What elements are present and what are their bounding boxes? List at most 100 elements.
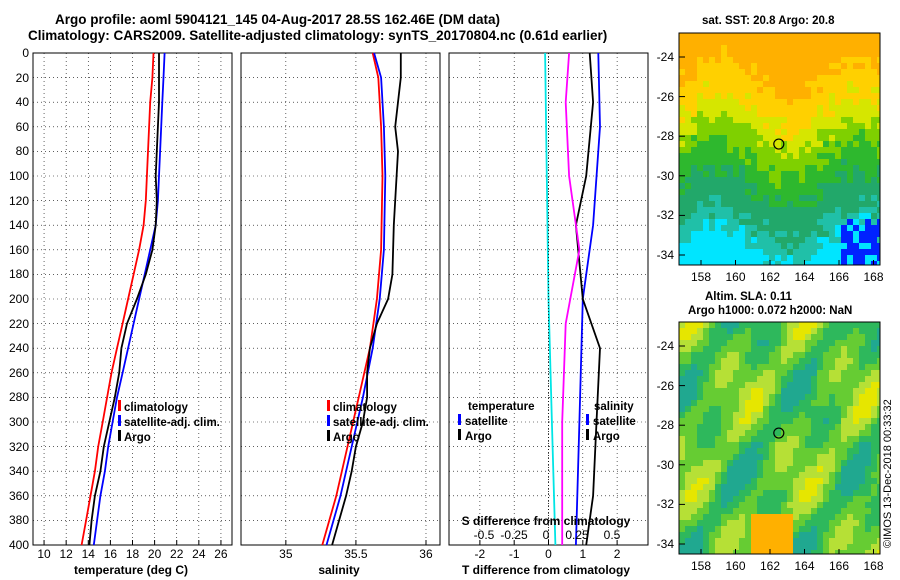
map-cell bbox=[835, 129, 841, 135]
map-cell bbox=[799, 514, 805, 520]
map-cell bbox=[679, 496, 685, 502]
map-cell bbox=[805, 520, 811, 526]
map-cell bbox=[811, 496, 817, 502]
map-cell bbox=[793, 261, 799, 265]
map-cell bbox=[739, 213, 745, 219]
map-cell bbox=[721, 51, 727, 57]
map-cell bbox=[799, 328, 805, 334]
map-cell bbox=[685, 75, 691, 81]
map-cell bbox=[829, 105, 835, 111]
map-cell bbox=[823, 45, 829, 51]
map-cell bbox=[799, 394, 805, 400]
map-cell bbox=[691, 147, 697, 153]
map-cell bbox=[859, 207, 865, 213]
map-cell bbox=[751, 550, 757, 554]
map-cell bbox=[805, 231, 811, 237]
map-cell bbox=[823, 436, 829, 442]
map-cell bbox=[763, 183, 769, 189]
map-cell bbox=[691, 63, 697, 69]
map-cell bbox=[715, 117, 721, 123]
x-tick-label: 18 bbox=[125, 547, 140, 561]
map-cell bbox=[865, 508, 871, 514]
map-cell bbox=[727, 147, 733, 153]
map-cell bbox=[871, 514, 877, 520]
map-cell bbox=[739, 249, 745, 255]
map-cell bbox=[871, 484, 877, 490]
map-cell bbox=[871, 237, 877, 243]
map-cell bbox=[805, 328, 811, 334]
map-cell bbox=[781, 394, 787, 400]
map-cell bbox=[841, 63, 847, 69]
map-cell bbox=[841, 87, 847, 93]
map-cell bbox=[877, 436, 880, 442]
map-cell bbox=[841, 171, 847, 177]
map-cell bbox=[745, 436, 751, 442]
map-cell bbox=[763, 454, 769, 460]
map-cell bbox=[847, 514, 853, 520]
map-cell bbox=[757, 171, 763, 177]
map-cell bbox=[805, 129, 811, 135]
map-cell bbox=[811, 201, 817, 207]
map-cell bbox=[691, 466, 697, 472]
map-cell bbox=[877, 99, 880, 105]
map-cell bbox=[769, 430, 775, 436]
map-cell bbox=[877, 177, 880, 183]
map-cell bbox=[859, 213, 865, 219]
map-cell bbox=[841, 472, 847, 478]
map-cell bbox=[727, 538, 733, 544]
sdiff-tick-label: -0.25 bbox=[500, 528, 528, 542]
map-cell bbox=[823, 454, 829, 460]
map-cell bbox=[817, 370, 823, 376]
series-line-salinity-satellite bbox=[575, 52, 601, 546]
map-cell bbox=[733, 105, 739, 111]
map-cell bbox=[757, 189, 763, 195]
map-cell bbox=[841, 201, 847, 207]
map-cell bbox=[799, 117, 805, 123]
map-cell bbox=[745, 370, 751, 376]
map-cell bbox=[787, 75, 793, 81]
map-cell bbox=[805, 334, 811, 340]
map-cell bbox=[787, 394, 793, 400]
map-cell bbox=[847, 376, 853, 382]
map-cell bbox=[859, 147, 865, 153]
map-cell bbox=[715, 255, 721, 261]
map-cell bbox=[697, 63, 703, 69]
map-cell bbox=[823, 478, 829, 484]
map-cell bbox=[709, 117, 715, 123]
map-cell bbox=[751, 135, 757, 141]
map-cell bbox=[805, 141, 811, 147]
sla-map-title-1: Altim. SLA: 0.11 bbox=[705, 291, 792, 303]
map-cell bbox=[841, 207, 847, 213]
map-cell bbox=[865, 177, 871, 183]
map-cell bbox=[691, 322, 697, 328]
map-cell bbox=[721, 75, 727, 81]
map-cell bbox=[871, 424, 877, 430]
map-cell bbox=[685, 33, 691, 39]
map-cell bbox=[799, 81, 805, 87]
map-cell bbox=[757, 45, 763, 51]
map-cell bbox=[799, 195, 805, 201]
map-cell bbox=[739, 460, 745, 466]
map-cell bbox=[751, 225, 757, 231]
map-cell bbox=[799, 231, 805, 237]
map-cell bbox=[721, 334, 727, 340]
map-cell bbox=[799, 466, 805, 472]
map-cell bbox=[841, 430, 847, 436]
map-cell bbox=[733, 526, 739, 532]
map-cell bbox=[799, 87, 805, 93]
map-cell bbox=[841, 382, 847, 388]
map-cell bbox=[847, 99, 853, 105]
map-cell bbox=[781, 334, 787, 340]
map-cell bbox=[781, 538, 787, 544]
map-cell bbox=[865, 352, 871, 358]
map-cell bbox=[781, 99, 787, 105]
sla-map-title-2: Argo h1000: 0.072 h2000: NaN bbox=[688, 305, 853, 317]
map-cell bbox=[769, 538, 775, 544]
map-cell bbox=[811, 111, 817, 117]
map-cell bbox=[871, 201, 877, 207]
map-lat-label: -28 bbox=[656, 129, 674, 144]
map-cell bbox=[799, 442, 805, 448]
map-cell bbox=[703, 63, 709, 69]
map-cell bbox=[781, 255, 787, 261]
map-cell bbox=[853, 436, 859, 442]
